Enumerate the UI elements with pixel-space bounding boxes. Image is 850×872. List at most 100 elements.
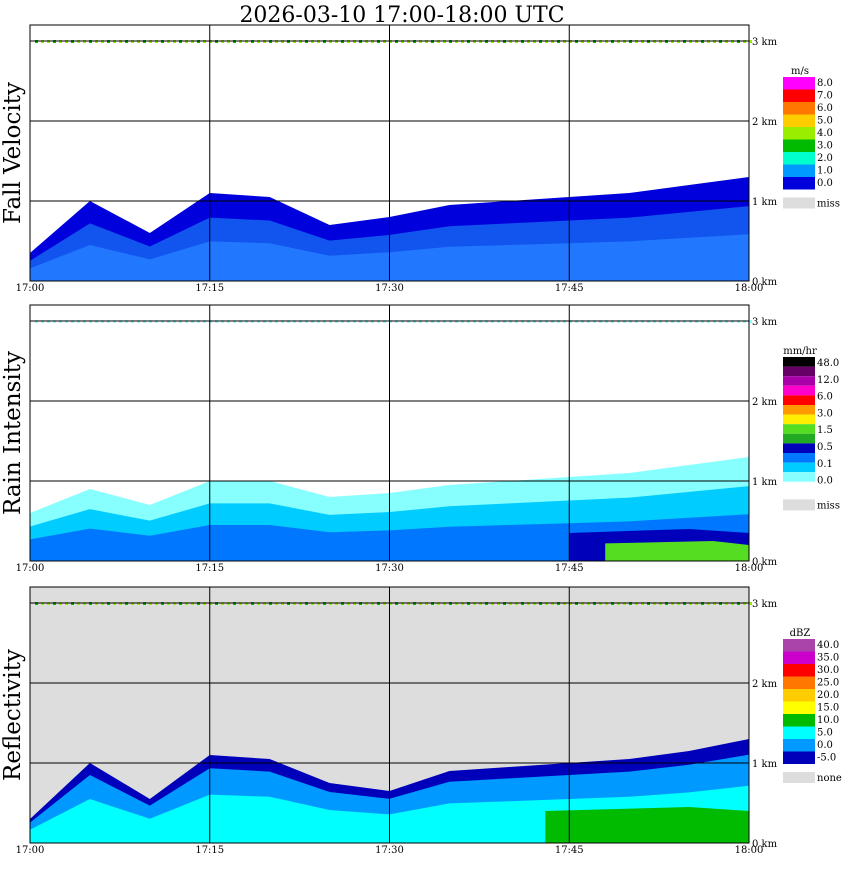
legend-label: -5.0 (817, 753, 836, 764)
legend-label: 40.0 (817, 640, 839, 651)
time-tick-label: 17:45 (555, 845, 584, 856)
echo-core-high (605, 541, 749, 561)
legend-label: 3.0 (817, 141, 833, 152)
height-tick-label: 2 km (752, 397, 778, 408)
time-tick-label: 17:00 (16, 563, 45, 574)
echo-core (545, 807, 749, 843)
time-tick-label: 17:15 (195, 283, 224, 294)
noise-mark (749, 602, 752, 605)
time-tick-label: 18:00 (735, 563, 764, 574)
legend-swatch (783, 443, 815, 453)
panel-fall-velocity: 0 km 1 km 2 km 3 km 17:00 17:15 17:30 17:45 18:0… (0, 24, 840, 294)
legend-label: 0.0 (817, 740, 833, 751)
legend-label: 1.0 (817, 166, 833, 177)
legend-label: 0.5 (817, 442, 833, 453)
time-tick-label: 17:30 (375, 845, 404, 856)
height-tick-label: 2 km (752, 117, 778, 128)
plot-frame (29, 304, 750, 562)
time-tick-label: 17:00 (16, 845, 45, 856)
legend-swatch (783, 424, 815, 434)
legend-label: 10.0 (817, 715, 839, 726)
time-tick-label: 17:00 (16, 283, 45, 294)
legend-label: 0.0 (817, 178, 833, 189)
legend-swatch (783, 385, 815, 396)
legend-swatch (783, 651, 815, 664)
panel-ylabel: Reflectivity (0, 649, 26, 781)
colorbar-legend: m/s 8.0 7.06.0 5.04.0 3.02.0 1.00.0 miss (783, 66, 840, 210)
legend-swatch (783, 481, 815, 492)
legend-label: 4.0 (817, 128, 833, 139)
legend-missing-label: miss (817, 199, 840, 210)
colorbar-legend: dBZ 40.0 35.030.0 25.020.0 15.010.0 5.00.0 -5.… (783, 628, 842, 784)
legend-label: 3.0 (817, 408, 833, 419)
legend-label: 25.0 (817, 678, 839, 689)
time-tick-label: 17:30 (375, 563, 404, 574)
time-tick-label: 18:00 (735, 283, 764, 294)
figure-title: 2026-03-10 17:00-18:00 UTC (239, 3, 564, 28)
legend-swatch (783, 739, 815, 752)
legend-label: 48.0 (817, 358, 839, 369)
legend-swatch (783, 639, 815, 652)
height-tick-label: 1 km (752, 477, 778, 488)
legend-label: 6.0 (817, 392, 833, 403)
legend-swatch (783, 689, 815, 702)
time-tick-label: 17:45 (555, 283, 584, 294)
height-tick-label: 1 km (752, 197, 778, 208)
legend-missing-swatch (783, 772, 815, 783)
height-tick-label: 0 km (752, 277, 778, 288)
panel-reflectivity: 0 km 1 km 2 km 3 km 17:00 17:15 17:30 17:45 18:0… (0, 586, 842, 856)
height-tick-label: 1 km (752, 759, 778, 770)
legend-swatch (783, 139, 815, 152)
height-tick-label: 2 km (752, 679, 778, 690)
time-tick-label: 18:00 (735, 845, 764, 856)
legend-swatch (783, 701, 815, 714)
legend-missing-swatch (783, 499, 815, 511)
legend-unit: dBZ (790, 628, 811, 639)
legend-swatch (783, 726, 815, 739)
legend-swatch (783, 77, 815, 90)
legend-label: 8.0 (817, 78, 833, 89)
height-tick-label: 3 km (752, 599, 778, 610)
time-tick-label: 17:45 (555, 563, 584, 574)
plot-frame (29, 586, 750, 844)
panel-ylabel: Fall Velocity (0, 82, 26, 224)
legend-label: 30.0 (817, 665, 839, 676)
legend-label: 2.0 (817, 153, 833, 164)
legend-label: 6.0 (817, 103, 833, 114)
legend-swatch (783, 127, 815, 140)
plot-frame (29, 24, 750, 282)
height-tick-label: 3 km (752, 37, 778, 48)
legend-missing-label: miss (817, 500, 840, 511)
legend-swatch (783, 395, 815, 405)
height-tick-label: 3 km (752, 317, 778, 328)
legend-swatch (783, 676, 815, 689)
legend-label: 35.0 (817, 653, 839, 664)
legend-unit: mm/hr (783, 346, 817, 357)
legend-label: 1.5 (817, 425, 833, 436)
legend-swatch (783, 453, 815, 463)
legend-swatch (783, 664, 815, 677)
legend-swatch (783, 366, 815, 377)
panel-rain-intensity: 0 km 1 km 2 km 3 km 17:00 17:15 17:30 17:45 18:0… (0, 304, 840, 574)
legend-swatch (783, 472, 815, 482)
panel-ylabel: Rain Intensity (0, 351, 26, 515)
legend-swatch (783, 433, 815, 444)
time-tick-label: 17:15 (195, 845, 224, 856)
noise-mark (749, 40, 752, 43)
legend-missing-swatch (783, 197, 815, 209)
height-tick-label: 0 km (752, 839, 778, 850)
legend-swatch (783, 152, 815, 165)
legend-swatch (783, 114, 815, 127)
legend-label: 0.0 (817, 476, 833, 487)
legend-missing-label: none (817, 773, 842, 784)
legend-unit: m/s (791, 66, 809, 77)
legend-swatch (783, 357, 815, 367)
legend-label: 15.0 (817, 703, 839, 714)
legend-swatch (783, 89, 815, 102)
height-tick-label: 0 km (752, 557, 778, 568)
legend-label: 5.0 (817, 728, 833, 739)
legend-swatch (783, 164, 815, 177)
